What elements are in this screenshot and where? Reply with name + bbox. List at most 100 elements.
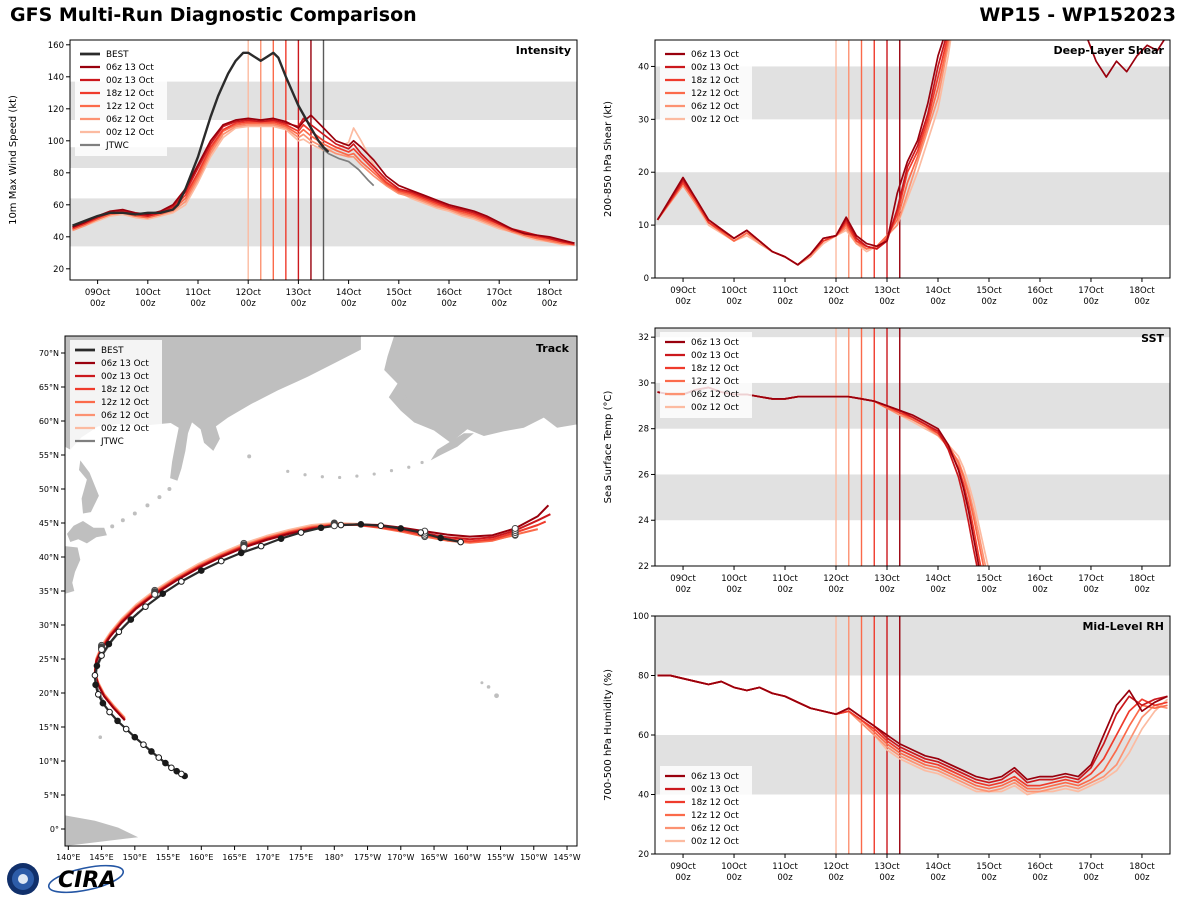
legend: 06z 13 Oct 00z 13 Oct 18z 12 Oct 12z 12 Oct… (665, 338, 739, 413)
legend-entry-06z-12-oct: 06z 12 Oct (665, 102, 739, 112)
y-axis-label: 10m Max Wind Speed (kt) (8, 95, 19, 225)
legend-label: 18z 12 Oct (691, 364, 739, 374)
island (120, 518, 125, 523)
best-track-position-marker (122, 725, 130, 733)
legend-entry-best: BEST (80, 50, 129, 60)
series-line-06z-13-oct (72, 114, 575, 245)
lat-tick-label: 20°N (39, 689, 59, 698)
island (401, 394, 407, 400)
y-tick-label: 24 (638, 516, 649, 526)
y-tick-label: 100 (633, 612, 649, 622)
y-tick-label: 40 (53, 233, 64, 243)
legend-label: 12z 12 Oct (106, 102, 154, 112)
legend-label: 00z 12 Oct (691, 837, 739, 847)
y-tick-label: 20 (53, 265, 64, 275)
legend-label: 00z 13 Oct (106, 76, 154, 86)
best-track-position-marker (92, 681, 99, 689)
lon-tick-label: 145°E (89, 853, 113, 862)
island (286, 469, 290, 473)
x-tick-label: 13Oct 00z (874, 286, 900, 307)
island (167, 487, 172, 491)
panel-corner-label: Track (536, 342, 570, 355)
x-tick-label: 10Oct 00z (721, 574, 747, 595)
lat-tick-label: 10°N (39, 757, 59, 766)
y-tick-label: 60 (638, 731, 649, 741)
storm-id-title: WP15 - WP152023 (979, 4, 1176, 26)
best-track-position-marker (198, 567, 205, 574)
category-band (655, 328, 1170, 338)
island (157, 495, 162, 500)
legend-box (660, 332, 752, 418)
x-tick-label: 11Oct 00z (772, 862, 798, 883)
legend-entry-12z-12-oct: 12z 12 Oct (75, 398, 149, 408)
x-tick-label: 15Oct 00z (976, 574, 1002, 595)
intensity-chart: 20 40 60 80 100 120 140 160 09Oct 00z 10Oct 00z 11Oc… (8, 39, 578, 309)
lat-tick-label: 30°N (39, 621, 59, 630)
x-tick-label: 15Oct 00z (386, 288, 412, 309)
lon-tick-label: 155°W (487, 853, 514, 862)
y-tick-label: 0 (644, 274, 649, 284)
legend-entry-jtwc: JTWC (80, 141, 129, 151)
legend-entry-06z-12-oct: 06z 12 Oct (75, 411, 149, 421)
y-tick-label: 32 (638, 333, 649, 343)
legend-label: 06z 12 Oct (106, 115, 154, 125)
lat-tick-label: 15°N (39, 723, 59, 732)
best-track-position-marker (106, 708, 113, 716)
lon-tick-label: 165°W (420, 853, 447, 862)
x-tick-label: 16Oct 00z (1027, 286, 1053, 307)
rh-panel: 20 40 60 80 100 09Oct 00z 10Oct 00z 11Oct 00z 12Oct… (597, 608, 1200, 898)
legend-label: 12z 12 Oct (691, 811, 739, 821)
legend-entry-00z-12-oct: 00z 12 Oct (665, 837, 739, 847)
best-track-position-marker (162, 759, 169, 767)
series-line-06z-13-oct (656, 40, 944, 266)
legend-label: 18z 12 Oct (106, 89, 154, 99)
best-track-position-marker (173, 767, 181, 775)
island (320, 475, 324, 479)
series-line-12z-12-oct (72, 122, 575, 246)
sst-chart: 22 24 26 28 30 32 09Oct 00z 10Oct 00z 11Oct 00z 12Oc… (603, 327, 1171, 595)
legend-label: JTWC (105, 141, 129, 151)
legend-entry-00z-12-oct: 00z 12 Oct (75, 424, 149, 434)
island (355, 474, 359, 478)
island (407, 465, 411, 469)
x-tick-label: 13Oct 00z (874, 862, 900, 883)
panel-corner-label: Mid-Level RH (1082, 620, 1164, 633)
x-tick-label: 18Oct 00z (1129, 862, 1155, 883)
y-tick-label: 40 (638, 791, 649, 801)
category-band (655, 172, 1170, 226)
legend-entry-00z-13-oct: 00z 13 Oct (75, 372, 149, 382)
legend-entry-00z-12-oct: 00z 12 Oct (665, 115, 739, 125)
best-track-position-marker (457, 538, 464, 546)
panel-corner-label: Deep-Layer Shear (1053, 44, 1164, 57)
legend: 06z 13 Oct 00z 13 Oct 18z 12 Oct 12z 12 Oct… (665, 772, 739, 847)
y-axis-label: Sea Surface Temp (°C) (603, 391, 614, 504)
legend-label: BEST (106, 50, 129, 60)
legend-label: 00z 12 Oct (106, 128, 154, 138)
x-tick-label: 13Oct 00z (874, 574, 900, 595)
landmass (65, 815, 139, 846)
best-track-position-marker (99, 699, 107, 707)
best-track-position-marker (337, 521, 345, 529)
best-track-position-marker (127, 616, 135, 623)
legend-entry-12z-12-oct: 12z 12 Oct (665, 811, 739, 821)
legend-label: 00z 12 Oct (691, 115, 739, 125)
x-tick-label: 17Oct 00z (1078, 286, 1104, 307)
best-track-position-marker (317, 524, 325, 532)
forecast-position-marker (511, 524, 519, 532)
legend-label: 12z 12 Oct (101, 398, 149, 408)
best-track-position-marker (168, 764, 175, 772)
legend-label: 06z 13 Oct (691, 338, 739, 348)
best-track-position-marker (148, 748, 155, 755)
y-tick-label: 160 (48, 41, 64, 51)
legend-box (75, 44, 167, 156)
x-tick-label: 18Oct 00z (1129, 574, 1155, 595)
legend-label: JTWC (100, 437, 124, 447)
x-tick-label: 11Oct 00z (185, 288, 211, 309)
landmass (430, 433, 474, 461)
island (110, 524, 115, 529)
legend-entry-best: BEST (75, 346, 124, 356)
legend-entry-18z-12-oct: 18z 12 Oct (75, 385, 149, 395)
lat-tick-label: 60°N (39, 417, 59, 426)
x-tick-label: 18Oct 00z (1129, 286, 1155, 307)
x-tick-label: 17Oct 00z (1078, 574, 1104, 595)
